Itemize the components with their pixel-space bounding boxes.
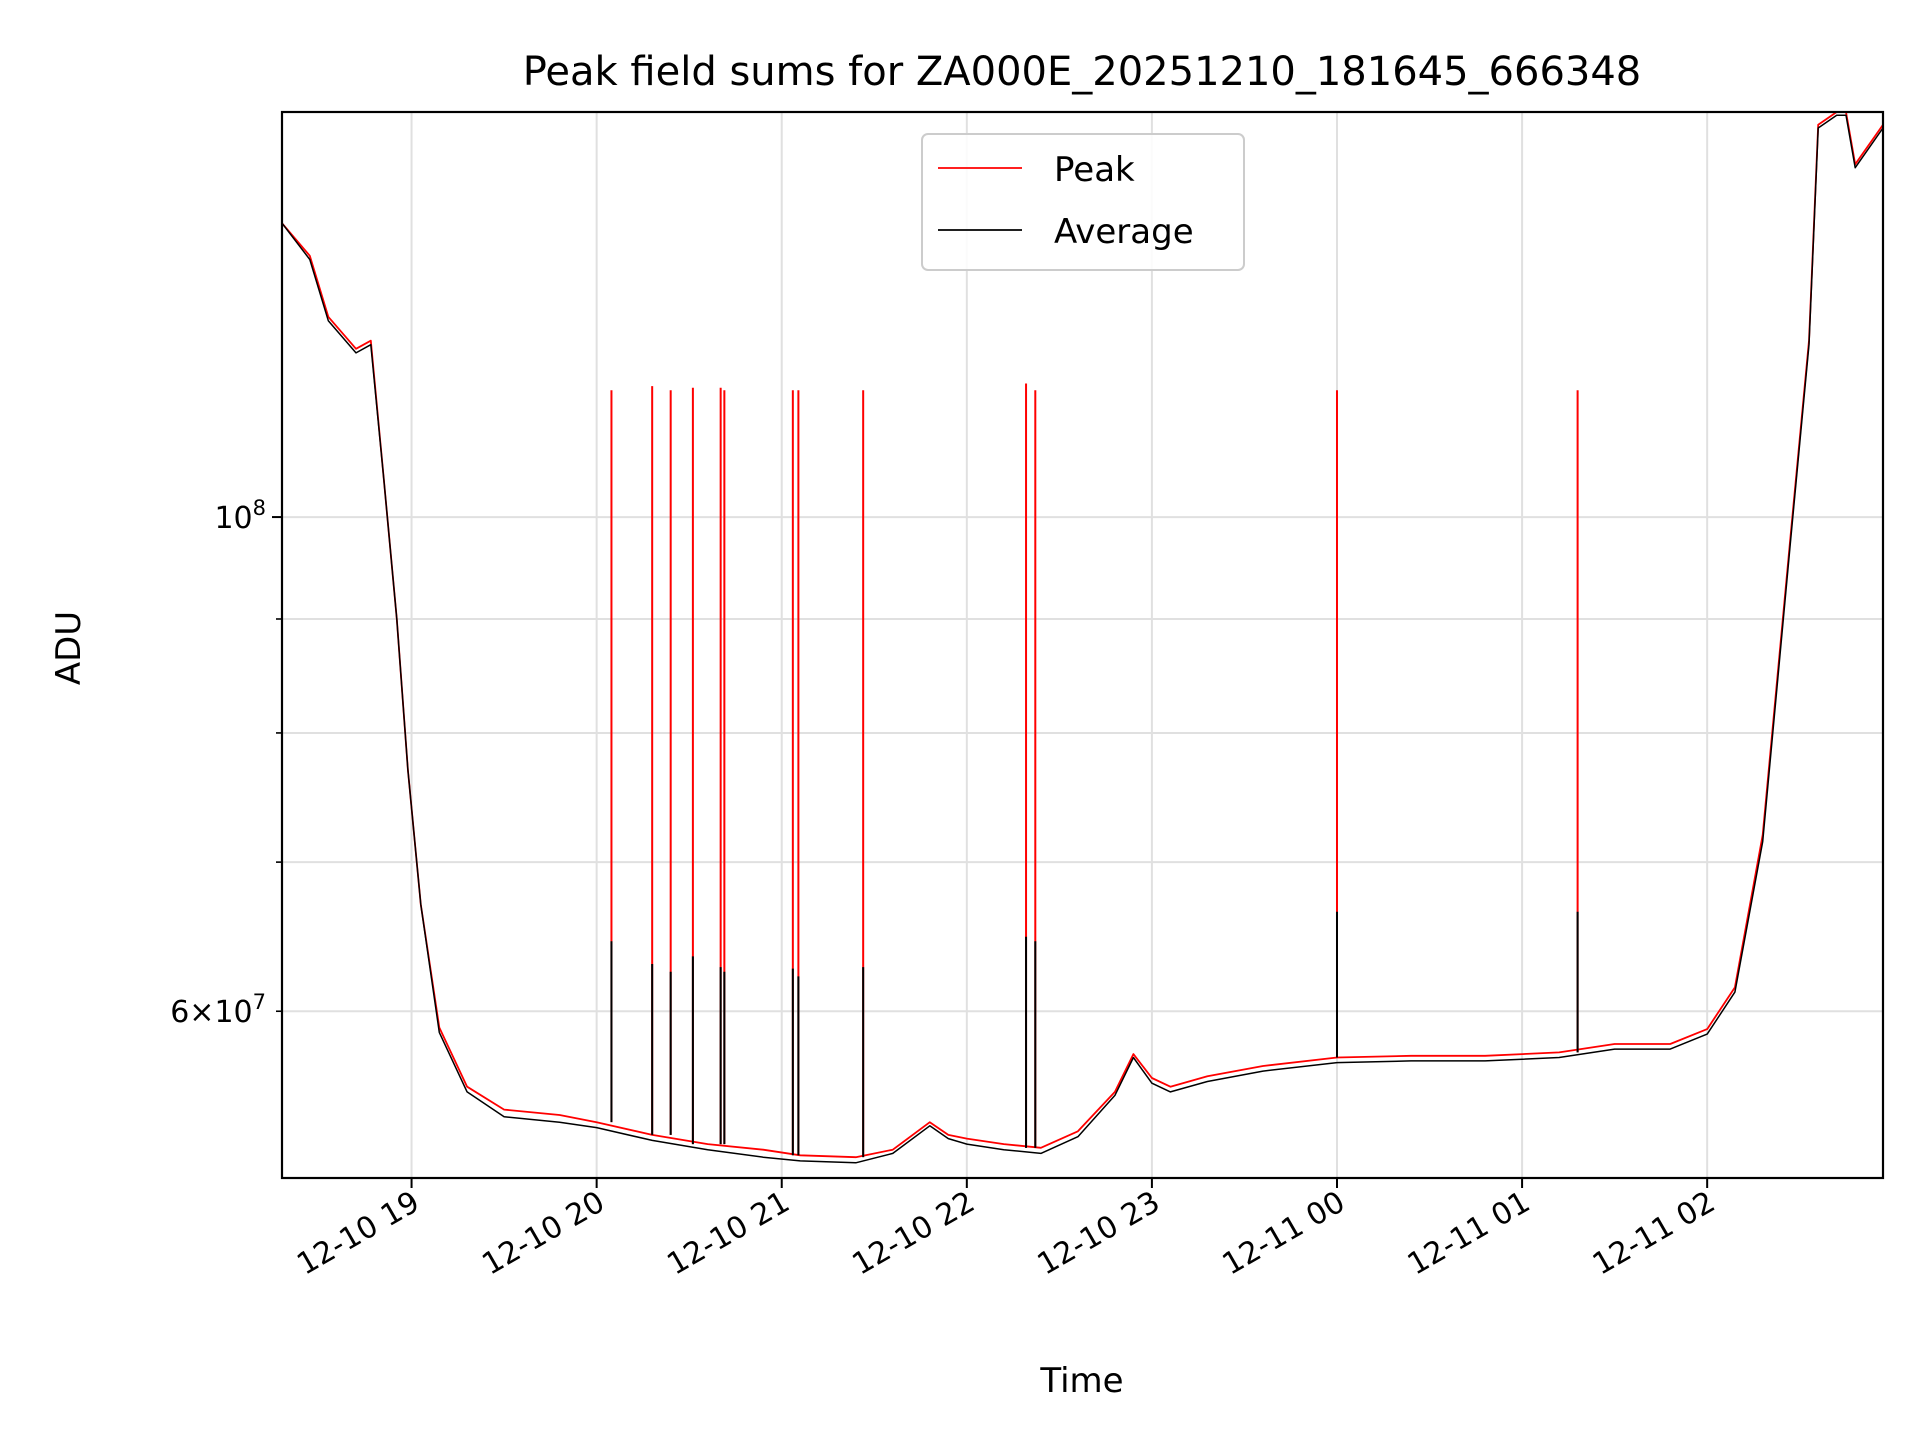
y-axis-ticks: 108 6×107	[170, 496, 282, 1030]
y-minor-tick-label: 6×107	[170, 990, 266, 1030]
series-line-average	[282, 114, 1883, 1164]
x-axis-label: Time	[1039, 1361, 1123, 1401]
legend-label-peak: Peak	[1054, 150, 1135, 190]
chart-title: Peak field sums for ZA000E_20251210_1816…	[523, 49, 1642, 95]
y-axis-label: ADU	[49, 611, 89, 685]
series-layer	[282, 112, 1883, 1164]
plot-frame	[280, 110, 1885, 1180]
legend: Peak Average	[921, 133, 1245, 271]
grid-lines	[282, 112, 1883, 1178]
legend-label-average: Average	[1054, 212, 1194, 252]
y-tick-label: 108	[214, 496, 266, 536]
